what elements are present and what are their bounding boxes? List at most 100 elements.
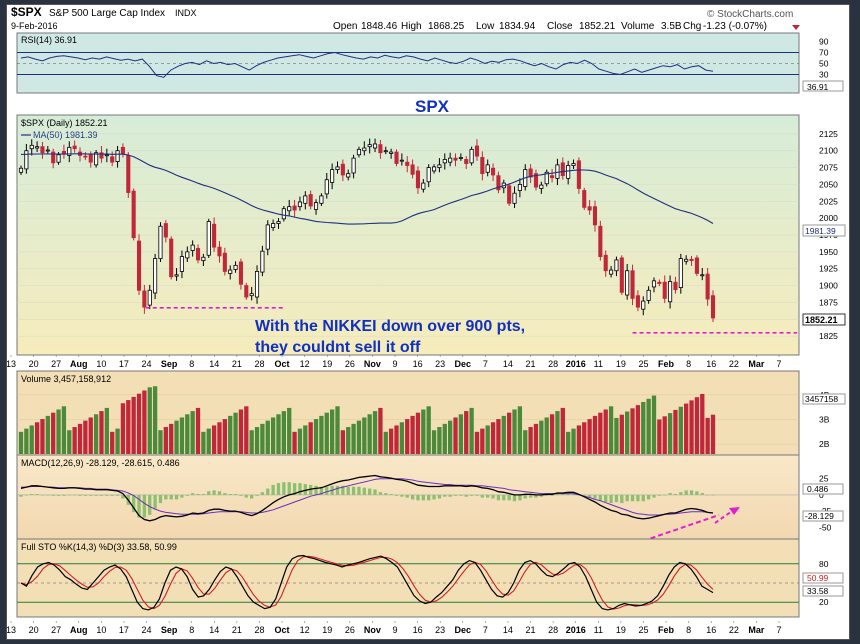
date-tick-label: 8: [189, 359, 194, 369]
volume-bar: [131, 396, 136, 454]
volume-bar: [415, 412, 421, 454]
rsi-current-value: 36.91: [807, 82, 829, 92]
date-tick-label: Nov: [364, 625, 381, 635]
volume-bar: [190, 411, 195, 454]
macd-hist-bar: [99, 494, 104, 496]
sto-d-line: [20, 555, 714, 610]
date-tick-label: 12: [300, 625, 310, 635]
date-tick-label: Aug: [70, 625, 88, 635]
volume-bar: [158, 430, 163, 454]
price-tick-label: 2000: [819, 213, 838, 223]
macd-hist-bar: [652, 494, 656, 498]
macd-hist-bar: [464, 494, 468, 497]
candle: [694, 255, 699, 277]
volume-bar: [496, 419, 501, 454]
macd-hist-bar: [212, 490, 216, 495]
candle: [308, 190, 313, 210]
volume-bar: [705, 417, 710, 454]
candle: [630, 264, 635, 306]
volume-bar: [45, 415, 50, 454]
volume-bar: [694, 397, 700, 454]
volume-bar: [233, 412, 238, 454]
candle: [539, 181, 544, 194]
volume-bar: [18, 431, 24, 454]
date-tick-label: 13: [7, 625, 16, 635]
volume-bar: [501, 415, 506, 454]
candle: [158, 222, 163, 262]
index-name: S&P 500 Large Cap Index: [49, 8, 165, 19]
macd-hist-bar: [625, 494, 629, 502]
price-tick-label: 2125: [819, 129, 838, 139]
candle: [72, 140, 77, 153]
date-tick-label: 22: [729, 359, 739, 369]
candle: [372, 138, 378, 153]
volume-bar: [99, 411, 104, 454]
volume-bar: [254, 427, 260, 454]
price-tick-label: 1875: [819, 297, 838, 307]
volume-bar: [490, 422, 496, 454]
macd-hist-bar: [19, 494, 23, 497]
candle: [249, 286, 254, 301]
macd-hist-bar: [276, 483, 281, 495]
volume-bar: [179, 417, 185, 454]
macd-hist-bar: [158, 494, 163, 504]
macd-hist-bar: [448, 494, 452, 497]
macd-hist-bar: [663, 494, 667, 496]
macd-hist-bar: [325, 486, 329, 495]
volume-bar: [126, 400, 131, 454]
macd-hist-bar: [550, 494, 554, 496]
date-tick-label: 28: [254, 625, 264, 635]
volume-bar: [276, 414, 281, 454]
macd-hist-value: 0.486: [807, 484, 829, 494]
volume-bar: [517, 406, 523, 454]
volume-bar: [222, 419, 227, 454]
volume-bar: [523, 430, 528, 454]
candle: [260, 245, 265, 277]
candle: [153, 253, 158, 300]
macd-hist-bar: [78, 494, 82, 496]
macd-hist-bar: [282, 482, 286, 495]
candle: [233, 261, 238, 273]
candle: [163, 220, 168, 243]
candle: [340, 159, 345, 182]
last-price: 1852.21: [805, 315, 838, 325]
macd-hist-bar: [89, 494, 93, 496]
volume-bar: [426, 406, 431, 454]
volume-bar: [442, 423, 447, 454]
date-tick-label: Oct: [275, 625, 290, 635]
candle: [587, 199, 592, 215]
candle: [265, 220, 270, 256]
volume-bar: [83, 420, 88, 454]
macd-hist-bar: [362, 487, 366, 495]
volume-bar: [228, 415, 233, 454]
volume-bars: [18, 386, 716, 454]
volume-bar: [480, 428, 485, 454]
candle: [485, 159, 490, 177]
candle: [684, 255, 689, 265]
date-tick-label: 21: [232, 625, 242, 635]
candle: [700, 268, 705, 281]
macd-value-box: [802, 510, 844, 522]
price-tick-label: 1900: [819, 281, 838, 291]
volume-bar: [641, 401, 646, 454]
macd-hist-bar: [421, 494, 425, 501]
macd-hist-bar: [502, 494, 506, 501]
volume-bar: [88, 417, 93, 454]
price-tick-label: 2075: [819, 163, 838, 173]
candle: [292, 199, 297, 217]
date-tick-label: 25: [638, 359, 648, 369]
volume-bar: [324, 412, 329, 454]
macd-hist-bar: [357, 486, 361, 495]
last-price-box: [802, 313, 846, 326]
date-tick-label: 8: [686, 625, 691, 635]
date-tick-label: 7: [483, 359, 488, 369]
candle: [94, 150, 99, 168]
candle: [228, 265, 233, 280]
macd-hist-bar: [620, 494, 624, 504]
volume-bar: [646, 398, 651, 454]
volume-bar: [571, 428, 576, 454]
candle: [244, 282, 249, 300]
macd-hist-bar: [303, 484, 307, 495]
branding: © StockCharts.com: [707, 9, 793, 20]
volume-bar: [367, 414, 372, 454]
